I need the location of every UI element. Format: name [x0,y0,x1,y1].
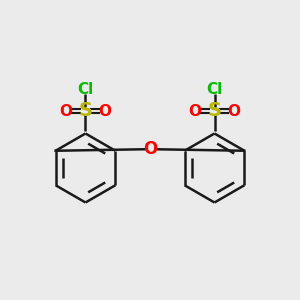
Text: O: O [188,103,202,118]
Text: O: O [227,103,241,118]
Text: O: O [98,103,112,118]
Text: O: O [143,140,157,158]
Text: O: O [59,103,73,118]
Text: Cl: Cl [77,82,94,97]
Text: Cl: Cl [206,82,223,97]
Text: S: S [79,101,92,121]
Text: S: S [208,101,221,121]
